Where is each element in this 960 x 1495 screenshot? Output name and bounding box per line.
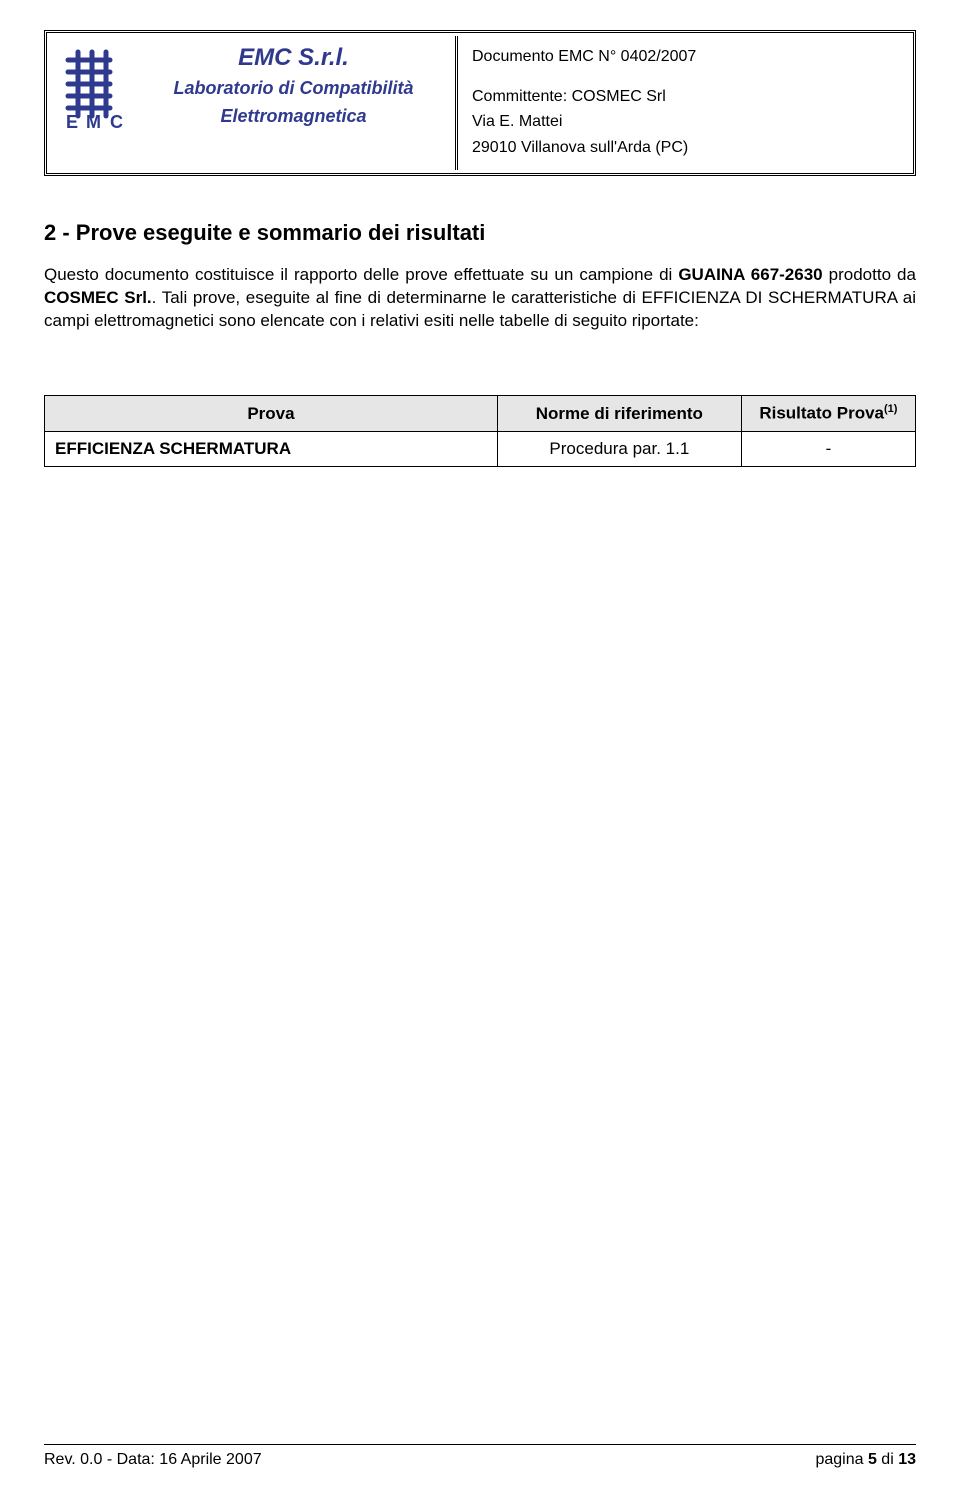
- footer-right-mid: di: [877, 1451, 898, 1468]
- committente: Committente: COSMEC Srl: [472, 84, 898, 110]
- col-risultato: Risultato Prova(1): [741, 396, 915, 432]
- col-prova: Prova: [45, 396, 498, 432]
- table-row: EFFICIENZA SCHERMATURA Procedura par. 1.…: [45, 431, 916, 466]
- footer: Rev. 0.0 - Data: 16 Aprile 2007 pagina 5…: [44, 1444, 916, 1469]
- content: 2 - Prove eseguite e sommario dei risult…: [44, 220, 916, 466]
- result-table: Prova Norme di riferimento Risultato Pro…: [44, 395, 916, 467]
- para-bold-1: GUAINA 667-2630: [678, 265, 822, 284]
- cell-prova: EFFICIENZA SCHERMATURA: [45, 431, 498, 466]
- doc-number: Documento EMC N° 0402/2007: [472, 44, 898, 70]
- address-line-1: Via E. Mattei: [472, 109, 898, 135]
- col-risultato-text: Risultato Prova: [759, 404, 884, 423]
- header-inner: EMC EMC S.r.l. Laboratorio di Compatibil…: [50, 36, 910, 170]
- svg-text:M: M: [86, 112, 101, 132]
- cell-risultato: -: [741, 431, 915, 466]
- para-text-1: Questo documento costituisce il rapporto…: [44, 265, 678, 284]
- section-paragraph: Questo documento costituisce il rapporto…: [44, 264, 916, 333]
- col-risultato-sup: (1): [884, 403, 897, 415]
- footer-left: Rev. 0.0 - Data: 16 Aprile 2007: [44, 1451, 262, 1469]
- cell-prova-text: EFFICIENZA SCHERMATURA: [55, 439, 291, 458]
- footer-page-total: 13: [898, 1451, 916, 1468]
- cell-norme: Procedura par. 1.1: [497, 431, 741, 466]
- para-bold-2: COSMEC Srl.: [44, 288, 152, 307]
- org-name: EMC S.r.l.: [140, 44, 447, 72]
- page: EMC EMC S.r.l. Laboratorio di Compatibil…: [0, 0, 960, 1495]
- svg-text:E: E: [66, 112, 78, 132]
- footer-right: pagina 5 di 13: [815, 1451, 916, 1469]
- header-right: Documento EMC N° 0402/2007 Committente: …: [458, 36, 910, 170]
- org-block: EMC S.r.l. Laboratorio di Compatibilità …: [140, 42, 447, 129]
- table-header-row: Prova Norme di riferimento Risultato Pro…: [45, 396, 916, 432]
- para-text-2: prodotto da: [823, 265, 916, 284]
- col-norme: Norme di riferimento: [497, 396, 741, 432]
- section-title: 2 - Prove eseguite e sommario dei risult…: [44, 220, 916, 246]
- para-text-3: . Tali prove, eseguite al fine di determ…: [44, 288, 916, 330]
- org-sub2: Elettromagnetica: [140, 104, 447, 128]
- header-left: EMC EMC S.r.l. Laboratorio di Compatibil…: [50, 36, 455, 170]
- org-sub1: Laboratorio di Compatibilità: [140, 76, 447, 100]
- footer-right-pre: pagina: [815, 1451, 868, 1468]
- footer-page-current: 5: [868, 1451, 877, 1468]
- svg-text:C: C: [110, 112, 123, 132]
- address-line-2: 29010 Villanova sull'Arda (PC): [472, 135, 898, 161]
- emc-logo-icon: EMC: [58, 42, 130, 132]
- header-frame: EMC EMC S.r.l. Laboratorio di Compatibil…: [44, 30, 916, 176]
